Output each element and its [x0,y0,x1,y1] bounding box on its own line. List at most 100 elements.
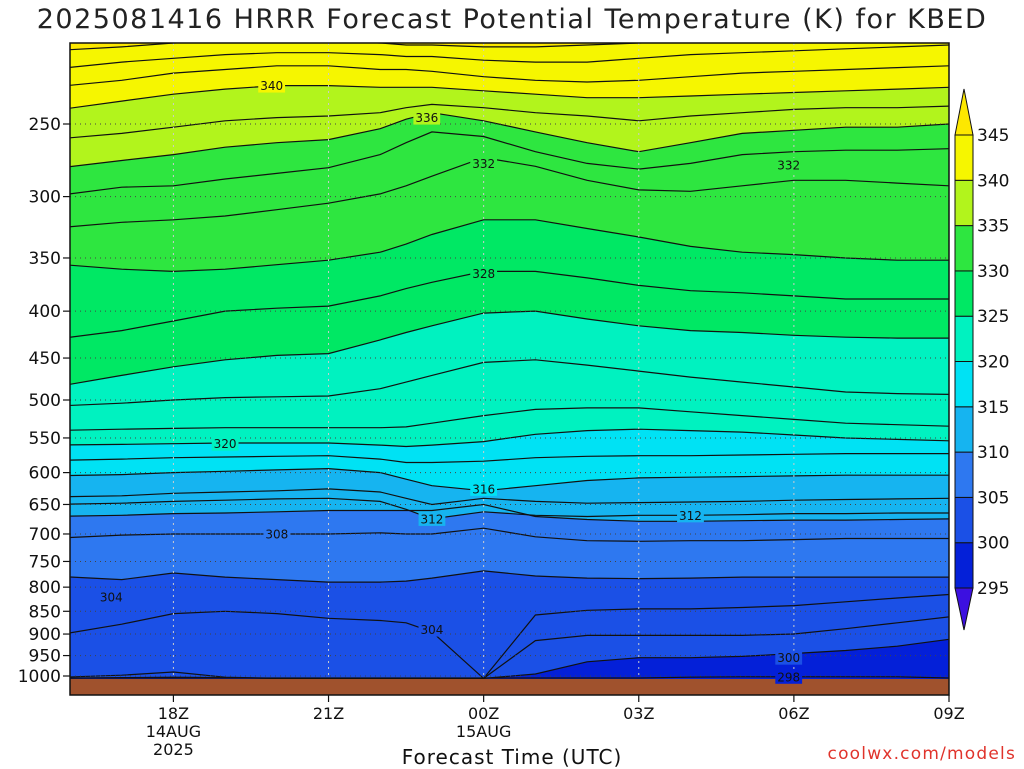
band-330 [70,157,949,272]
isentrope-lines [70,43,949,679]
isentrope-326 [70,310,949,385]
y-tick-label: 1000 [18,667,61,687]
x-axis-title: Forecast Time (UTC) [401,745,623,769]
colorbar-label: 340 [977,171,1009,191]
y-tick-label: 350 [29,249,61,269]
band-304 [70,570,949,679]
y-tick-label: 600 [29,464,61,484]
x-tick-label: 06Z [778,704,809,723]
isentrope-342 [70,65,949,86]
band-310 [70,498,949,522]
contour-label: 328 [472,267,495,281]
isentrope-302 [70,616,949,679]
colorbar-label: 315 [977,398,1009,418]
contour-label: 312 [420,512,443,526]
colorbar-label: 320 [977,353,1009,373]
y-tick-label: 400 [29,302,61,322]
isentrope-330 [70,219,949,273]
colorbar-label: 335 [977,217,1009,237]
colorbar-swatch [954,270,974,317]
y-tick-label: 300 [29,188,61,208]
contour-label: 304 [420,623,443,637]
x-tick-year: 2025 [153,740,194,759]
colorbar-label: 295 [977,579,1009,599]
contour-label-bg [775,669,803,684]
colorbar-label: 300 [977,534,1009,554]
isentrope-340 [70,84,949,109]
band-306 [70,528,949,583]
y-tick-label: 650 [29,495,61,515]
contour-label-bg [775,650,803,665]
x-tick-date: 15AUG [456,722,511,741]
contour-label-bg [211,436,239,451]
chart-title: 2025081416 HRRR Forecast Potential Tempe… [36,4,988,35]
band-322 [70,359,949,431]
isentrope-316 [70,467,949,492]
x-tick-date: 14AUG [146,722,201,741]
band-340 [70,65,949,109]
x-tick-label: 00Z [468,704,499,723]
contour-labels: 340 336 332 332 328 320 316 312 312 308 304 304 300 2… [97,78,803,684]
colorbar-label: 305 [977,488,1009,508]
isentrope-314 [70,488,949,506]
colorbar: 295 300 305 310 315 320 325 330 335 340 345 [954,88,1009,631]
x-tick-label: 18Z [158,704,189,723]
isentrope-344 [70,44,949,68]
band-328 [70,219,949,338]
colorbar-swatch [954,179,974,227]
contour-label: 304 [100,590,123,604]
colorbar-label: 345 [977,126,1009,146]
plot-frame [69,42,950,696]
y-tick-label: 800 [29,578,61,598]
y-tick-label: 950 [29,647,61,667]
y-tick-label: 850 [29,602,61,622]
band-316 [70,453,949,491]
colorbar-swatch [954,134,974,181]
band-314 [70,468,949,505]
contour-label: 332 [472,157,495,171]
y-tick-label: 900 [29,625,61,645]
band-332 [70,131,949,227]
band-318 [70,429,949,463]
contour-label-bg [775,157,803,172]
isentrope-310 [70,503,949,522]
x-tick-label: 09Z [933,704,964,723]
band-298 [70,639,949,679]
contour-label: 336 [415,111,438,125]
colorbar-swatch [954,496,974,544]
isentrope-306 [70,570,949,583]
isentrope-324 [70,359,949,407]
x-tick-label: 21Z [313,704,344,723]
colorbar-high-arrow [954,88,974,136]
x-tick-label: 03Z [623,704,654,723]
isentrope-318 [70,453,949,464]
contour-label: 340 [260,79,283,93]
contour-label-bg [470,481,498,496]
band-324 [70,311,949,406]
isentrope-328 [70,270,949,338]
credit-link[interactable]: coolwx.com/models [827,744,1016,764]
isentrope-312 [70,497,949,520]
band-342 [70,45,949,86]
theta-fill-bands [70,43,949,679]
isentrope-334 [70,131,949,195]
contour-label-bg [413,110,441,125]
y-tick-label: 750 [29,552,61,572]
isentrope-336 [70,112,949,168]
colorbar-low-arrow [954,587,974,631]
y-tick-label: 550 [29,429,61,449]
contour-label: 332 [777,158,800,172]
isentrope-338 [70,103,949,139]
contour-label-bg [418,622,446,637]
colorbar-swatch [954,451,974,498]
isentrope-308 [70,527,949,542]
isentrope-322 [70,407,949,431]
contour-label: 300 [777,651,800,665]
ground-strip [70,679,949,695]
band-300 [70,616,949,679]
y-tick-label: 700 [29,525,61,545]
contour-label-bg [470,266,498,281]
colorbar-swatch [954,315,974,363]
